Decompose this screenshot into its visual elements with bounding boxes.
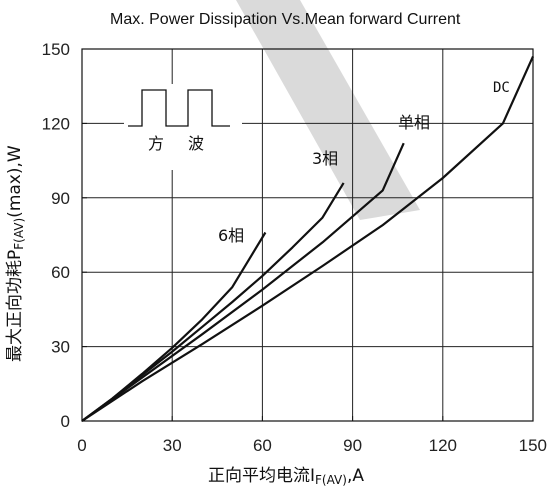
y-tick-label: 0 (61, 412, 70, 431)
x-tick-label: 30 (163, 436, 182, 455)
y-tick-label: 150 (42, 40, 70, 59)
series-line-0 (81, 231, 267, 422)
x-tick-label: 60 (253, 436, 272, 455)
series-label-6phase: 6相 (218, 226, 244, 245)
x-tick-label: 90 (343, 436, 362, 455)
y-tick-label: 90 (51, 189, 70, 208)
series-label-single: 单相 (398, 113, 430, 132)
x-tick-label: 0 (77, 436, 86, 455)
series-line-1 (81, 182, 345, 422)
square-wave-inset: 方 波 (124, 84, 242, 170)
y-tick-labels: 0 30 60 90 120 150 (42, 40, 70, 431)
plot-frame (81, 48, 534, 422)
watermark-band (236, 0, 420, 220)
chart-title: Max. Power Dissipation Vs.Mean forward C… (110, 11, 461, 28)
wave-label-2: 波 (188, 134, 204, 153)
x-tick-labels: 0 30 60 90 120 150 (77, 436, 547, 455)
x-axis-label: 正向平均电流IF(AV),A (208, 466, 364, 487)
y-tick-label: 30 (51, 338, 70, 357)
series-label-3phase: 3相 (312, 149, 338, 168)
series-lines (81, 55, 535, 422)
series-label-dc: DC (493, 80, 510, 96)
series-line-3 (81, 55, 535, 422)
y-tick-label: 60 (51, 263, 70, 282)
series-line-2 (81, 142, 405, 422)
square-wave-icon (128, 89, 230, 127)
wave-label-1: 方 (148, 134, 164, 153)
x-tick-label: 120 (429, 436, 457, 455)
x-tick-label: 150 (519, 436, 547, 455)
y-axis-label: 最大正向功耗PF(AV)(max),W (5, 145, 26, 362)
y-tick-label: 120 (42, 114, 70, 133)
